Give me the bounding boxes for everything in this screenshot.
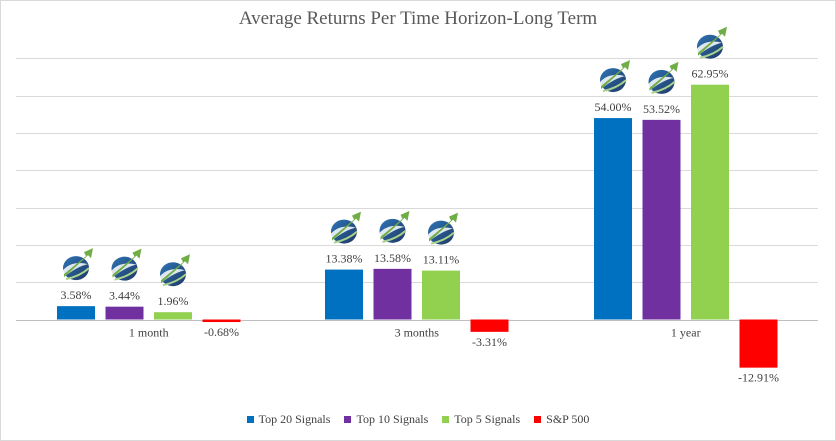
legend-label: Top 5 Signals (454, 412, 521, 426)
bar (105, 306, 144, 320)
signal-logo-icon (600, 60, 630, 93)
signal-logo-icon (379, 210, 410, 243)
data-label: 13.58% (374, 251, 411, 265)
bar (325, 269, 363, 320)
bar (57, 306, 95, 320)
legend-swatch (344, 416, 352, 423)
legend-swatch (246, 416, 254, 423)
data-labels: 3.58% 13.38% 54.00% 3.44% 13.58% 53.52% 1.96% 1… (61, 67, 780, 385)
bar (594, 118, 632, 320)
legend-item: Top 10 Signals (344, 412, 428, 427)
legend-item: Top 20 Signals (246, 412, 331, 427)
bar (691, 84, 729, 320)
bars (57, 84, 778, 368)
signal-logo-icon (697, 26, 727, 59)
data-label: -0.68% (204, 325, 239, 339)
data-label: 3.58% (61, 288, 92, 302)
signal-logo-icon (111, 248, 142, 281)
bar (642, 119, 681, 320)
bar (202, 319, 241, 323)
bar (422, 270, 460, 320)
data-label: 1.96% (158, 294, 189, 308)
signal-logo-icon (331, 211, 361, 244)
category-label: 1 month (129, 326, 169, 340)
data-label: 53.52% (643, 102, 680, 116)
legend: Top 20 Signals Top 10 Signals Top 5 Signal… (0, 412, 836, 427)
legend-label: Top 20 Signals (258, 412, 331, 426)
data-label: 13.38% (326, 252, 363, 266)
category-label: 1 year (671, 326, 701, 340)
data-label: -3.31% (472, 335, 507, 349)
legend-label: S&P 500 (546, 412, 590, 426)
bar (470, 319, 509, 332)
logos (63, 26, 727, 287)
data-label: -12.91% (738, 371, 779, 385)
category-label: 3 months (395, 326, 440, 340)
legend-item: Top 5 Signals (442, 412, 520, 427)
bar (373, 268, 412, 320)
chart-title: Average Returns Per Time Horizon-Long Te… (238, 8, 598, 29)
signal-logo-icon (63, 248, 93, 281)
signal-logo-icon (160, 254, 190, 287)
legend-item: S&P 500 (534, 412, 589, 427)
legend-swatch (442, 416, 450, 423)
bar (154, 312, 192, 320)
data-label: 3.44% (109, 289, 140, 303)
category-labels: 1 month 3 months 1 year (129, 326, 701, 340)
signal-logo-icon (648, 61, 679, 94)
legend-label: Top 10 Signals (356, 412, 429, 426)
bar (739, 319, 778, 368)
signal-logo-icon (428, 212, 458, 245)
legend-swatch (534, 416, 542, 423)
data-label: 62.95% (692, 67, 729, 81)
data-label: 54.00% (595, 100, 632, 114)
data-label: 13.11% (423, 253, 460, 267)
gridlines (16, 58, 818, 321)
